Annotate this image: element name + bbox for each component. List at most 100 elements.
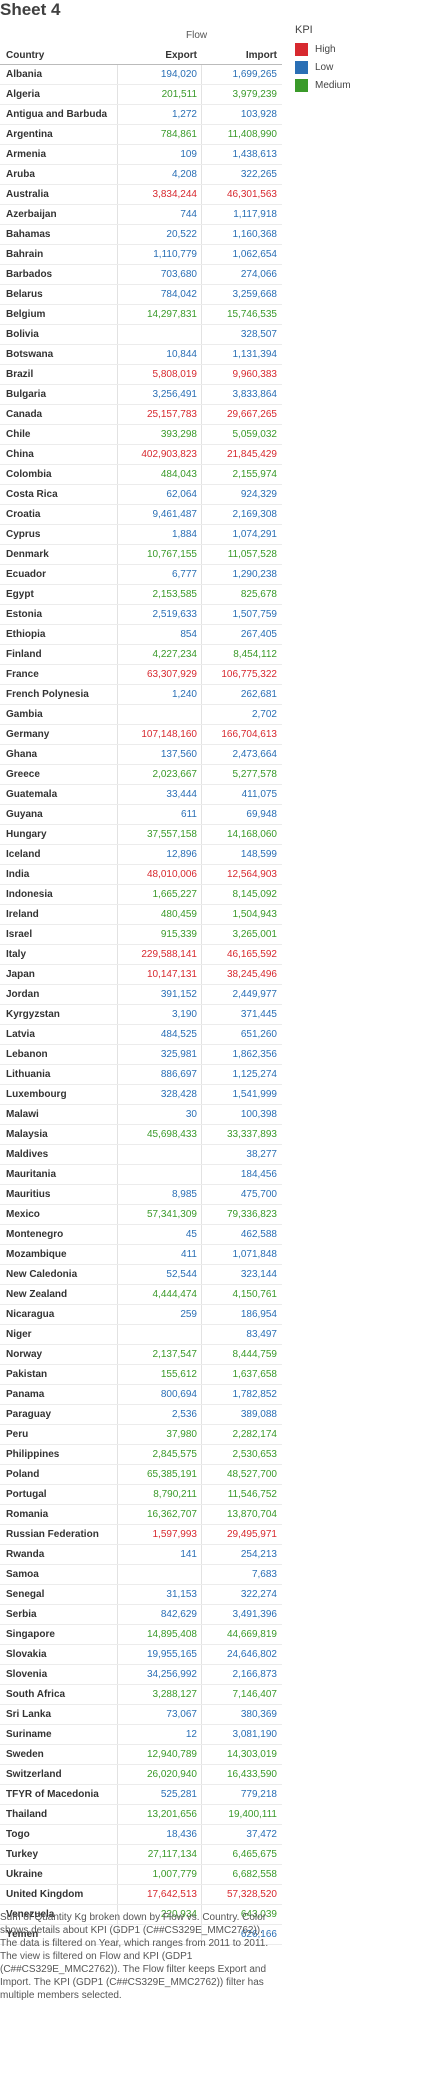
export-value[interactable]: 393,298	[160, 429, 197, 440]
export-value[interactable]: 703,680	[160, 269, 197, 280]
export-value[interactable]: 33,444	[166, 789, 197, 800]
table-row[interactable]: Argentina 784,861 11,408,990	[0, 125, 282, 145]
table-row[interactable]: Iceland 12,896 148,599	[0, 845, 282, 865]
table-row[interactable]: Mauritius 8,985 475,700	[0, 1185, 282, 1205]
export-value[interactable]: 3,190	[171, 1009, 197, 1020]
export-value[interactable]: 4,444,474	[152, 1289, 198, 1300]
export-value[interactable]: 1,240	[171, 689, 197, 700]
import-value[interactable]: 14,168,060	[226, 829, 277, 840]
table-row[interactable]: Ireland 480,459 1,504,943	[0, 905, 282, 925]
import-value[interactable]: 11,408,990	[227, 129, 277, 140]
import-value[interactable]: 46,301,563	[226, 189, 277, 200]
import-value[interactable]: 2,169,308	[232, 509, 278, 520]
table-row[interactable]: Finland 4,227,234 8,454,112	[0, 645, 282, 665]
export-value[interactable]: 30	[185, 1109, 197, 1120]
import-value[interactable]: 924,329	[240, 489, 277, 500]
export-value[interactable]: 484,043	[160, 469, 197, 480]
table-row[interactable]: Egypt 2,153,585 825,678	[0, 585, 282, 605]
table-row[interactable]: Malaysia 45,698,433 33,337,893	[0, 1125, 282, 1145]
export-value[interactable]: 3,834,244	[152, 189, 198, 200]
import-value[interactable]: 15,746,535	[226, 309, 277, 320]
export-value[interactable]: 10,844	[166, 349, 197, 360]
table-row[interactable]: Senegal 31,153 322,274	[0, 1585, 282, 1605]
import-value[interactable]: 1,071,848	[232, 1249, 278, 1260]
table-row[interactable]: Mauritania 184,456	[0, 1165, 282, 1185]
export-value[interactable]: 1,272	[171, 109, 197, 120]
table-row[interactable]: New Zealand 4,444,474 4,150,761	[0, 1285, 282, 1305]
import-value[interactable]: 8,454,112	[233, 649, 277, 660]
export-value[interactable]: 800,694	[160, 1389, 197, 1400]
import-value[interactable]: 2,473,664	[232, 749, 278, 760]
table-row[interactable]: Jordan 391,152 2,449,977	[0, 985, 282, 1005]
table-row[interactable]: Azerbaijan 744 1,117,918	[0, 205, 282, 225]
export-value[interactable]: 57,341,309	[146, 1209, 197, 1220]
import-value[interactable]: 389,088	[240, 1409, 277, 1420]
table-row[interactable]: Samoa 7,683	[0, 1565, 282, 1585]
export-value[interactable]: 525,281	[160, 1789, 197, 1800]
table-row[interactable]: Germany 107,148,160 166,704,613	[0, 725, 282, 745]
export-value[interactable]: 915,339	[160, 929, 197, 940]
table-row[interactable]: Kyrgyzstan 3,190 371,445	[0, 1005, 282, 1025]
table-row[interactable]: Brazil 5,808,019 9,960,383	[0, 365, 282, 385]
import-value[interactable]: 2,449,977	[232, 989, 278, 1000]
table-row[interactable]: Guyana 611 69,948	[0, 805, 282, 825]
table-row[interactable]: Romania 16,362,707 13,870,704	[0, 1505, 282, 1525]
export-value[interactable]: 744	[180, 209, 197, 220]
import-value[interactable]: 254,213	[240, 1549, 277, 1560]
import-value[interactable]: 5,277,578	[232, 769, 278, 780]
export-value[interactable]: 13,201,656	[146, 1809, 197, 1820]
country-column-header[interactable]: Country	[6, 50, 45, 61]
import-value[interactable]: 48,527,700	[226, 1469, 277, 1480]
export-value[interactable]: 10,147,131	[146, 969, 197, 980]
import-value[interactable]: 3,833,864	[232, 389, 278, 400]
import-value[interactable]: 1,290,238	[232, 569, 278, 580]
import-value[interactable]: 3,979,239	[232, 89, 278, 100]
table-row[interactable]: Bulgaria 3,256,491 3,833,864	[0, 385, 282, 405]
table-row[interactable]: Botswana 10,844 1,131,394	[0, 345, 282, 365]
table-row[interactable]: Israel 915,339 3,265,001	[0, 925, 282, 945]
table-row[interactable]: Russian Federation 1,597,993 29,495,971	[0, 1525, 282, 1545]
export-value[interactable]: 137,560	[160, 749, 197, 760]
export-value[interactable]: 842,629	[160, 1609, 197, 1620]
import-value[interactable]: 1,062,654	[232, 249, 278, 260]
export-value[interactable]: 8,985	[171, 1189, 197, 1200]
import-value[interactable]: 184,456	[240, 1169, 277, 1180]
table-row[interactable]: Bolivia 328,507	[0, 325, 282, 345]
table-row[interactable]: Japan 10,147,131 38,245,496	[0, 965, 282, 985]
import-value[interactable]: 4,150,761	[232, 1289, 278, 1300]
export-value[interactable]: 45	[185, 1229, 197, 1240]
export-value[interactable]: 229,588,141	[141, 949, 197, 960]
export-value[interactable]: 17,642,513	[146, 1889, 197, 1900]
import-value[interactable]: 3,265,001	[232, 929, 278, 940]
import-value[interactable]: 8,145,092	[232, 889, 278, 900]
export-value[interactable]: 12,896	[166, 849, 197, 860]
export-value[interactable]: 2,845,575	[152, 1449, 198, 1460]
export-value[interactable]: 411	[181, 1249, 197, 1260]
table-row[interactable]: Peru 37,980 2,282,174	[0, 1425, 282, 1445]
export-value[interactable]: 14,297,831	[146, 309, 197, 320]
table-row[interactable]: Thailand 13,201,656 19,400,111	[0, 1805, 282, 1825]
table-row[interactable]: Slovakia 19,955,165 24,646,802	[0, 1645, 282, 1665]
import-value[interactable]: 57,328,520	[226, 1889, 277, 1900]
export-value[interactable]: 37,980	[166, 1429, 197, 1440]
table-row[interactable]: Denmark 10,767,155 11,057,528	[0, 545, 282, 565]
export-value[interactable]: 4,208	[171, 169, 197, 180]
import-value[interactable]: 380,369	[240, 1709, 277, 1720]
table-row[interactable]: Armenia 109 1,438,613	[0, 145, 282, 165]
table-row[interactable]: Belarus 784,042 3,259,668	[0, 285, 282, 305]
import-value[interactable]: 103,928	[240, 109, 277, 120]
table-row[interactable]: Togo 18,436 37,472	[0, 1825, 282, 1845]
export-value[interactable]: 2,153,585	[152, 589, 198, 600]
table-row[interactable]: Portugal 8,790,211 11,546,752	[0, 1485, 282, 1505]
table-row[interactable]: Mozambique 411 1,071,848	[0, 1245, 282, 1265]
table-row[interactable]: Pakistan 155,612 1,637,658	[0, 1365, 282, 1385]
import-value[interactable]: 1,637,658	[232, 1369, 278, 1380]
import-value[interactable]: 16,433,590	[226, 1769, 277, 1780]
table-row[interactable]: Costa Rica 62,064 924,329	[0, 485, 282, 505]
import-value[interactable]: 1,160,368	[232, 229, 278, 240]
export-value[interactable]: 6,777	[171, 569, 197, 580]
import-value[interactable]: 38,245,496	[226, 969, 277, 980]
table-row[interactable]: Sri Lanka 73,067 380,369	[0, 1705, 282, 1725]
export-value[interactable]: 52,544	[166, 1269, 197, 1280]
table-row[interactable]: France 63,307,929 106,775,322	[0, 665, 282, 685]
